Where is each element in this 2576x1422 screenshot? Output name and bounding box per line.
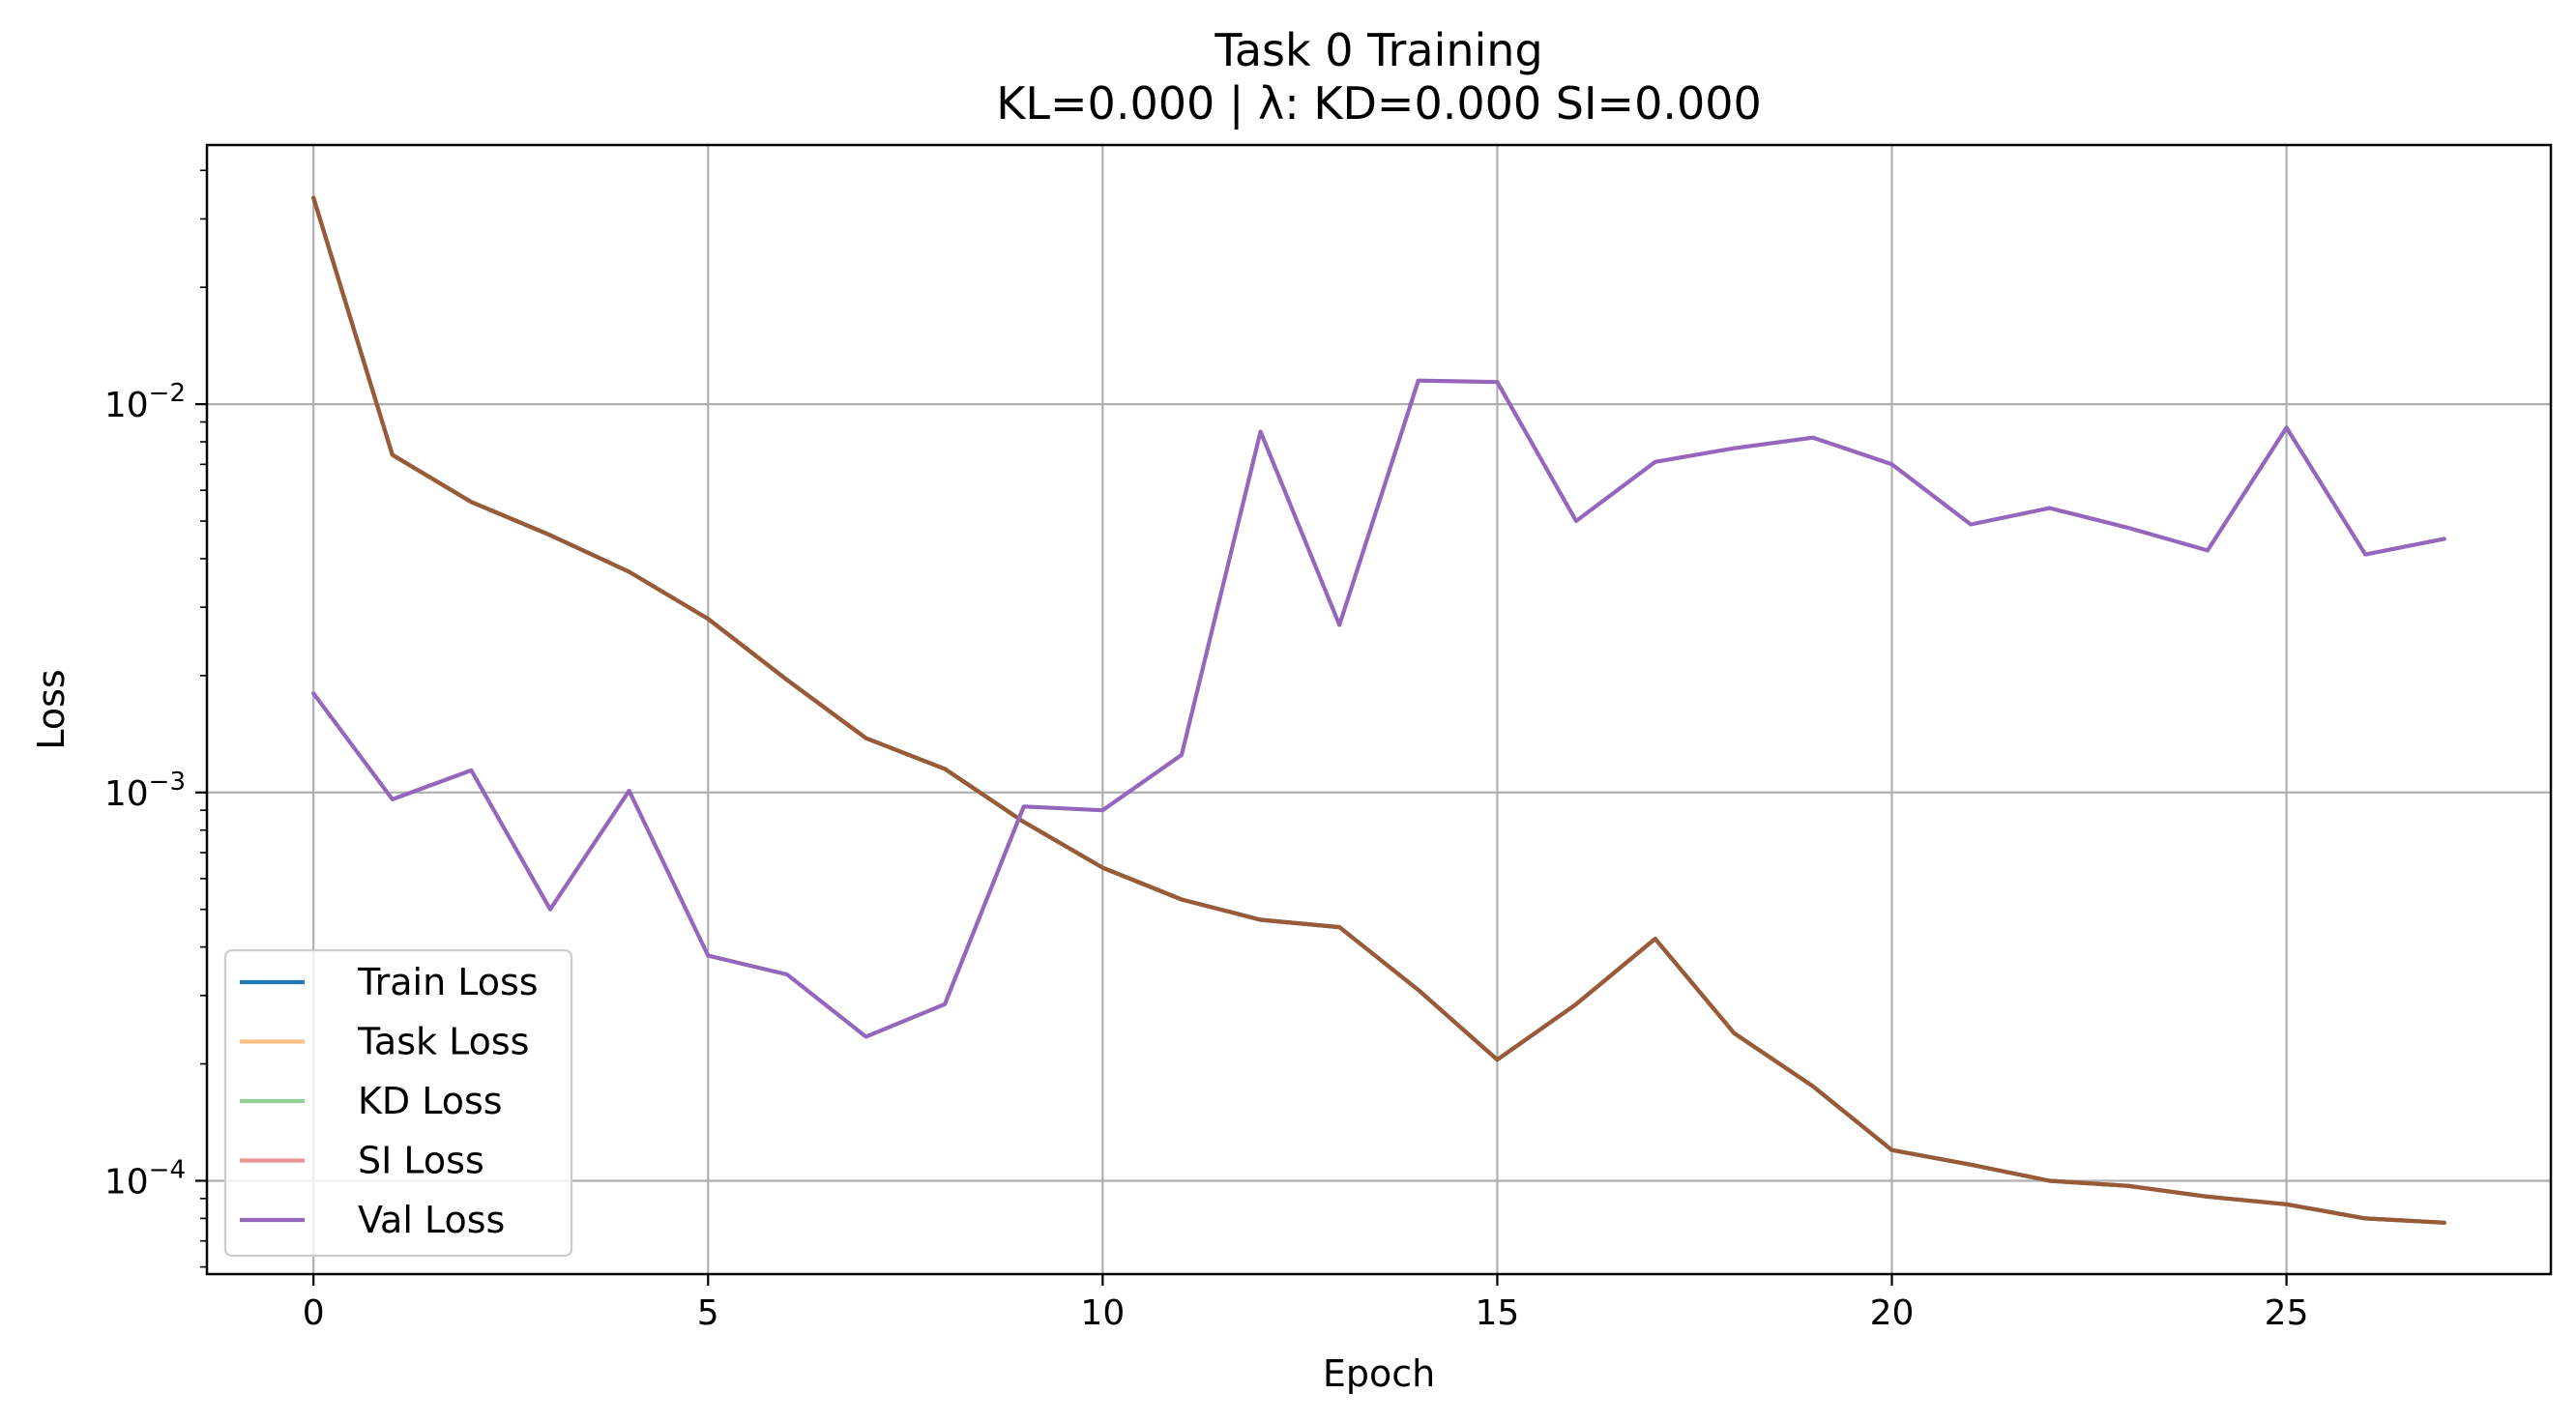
x-tick-label: 25 [2265,1293,2309,1333]
legend-label: Train Loss [357,961,539,1003]
series-line-si-loss [311,195,2446,1225]
axis-ticks: 0 5 10 15 20 25 10−4 10−3 10−2 [104,169,2309,1333]
x-tick-label: 20 [1870,1293,1915,1333]
grid [207,145,2551,1274]
x-tick-label: 10 [1080,1293,1125,1333]
legend-box [223,948,573,1258]
y-axis-label: Loss [30,669,73,749]
y-tick-label: 10−3 [104,768,186,814]
x-axis-label: Epoch [1323,1352,1435,1395]
legend-label: KD Loss [358,1080,503,1122]
y-tick-label: 10−4 [104,1155,186,1202]
x-tick-label: 0 [303,1293,325,1333]
x-tick-label: 5 [697,1293,719,1333]
legend: Train Loss Task Loss KD Loss SI Loss Val Los… [223,948,573,1258]
plot-frame [205,143,2553,1276]
chart-title: Task 0 Training [1214,24,1542,76]
chart-subtitle: KL=0.000 | λ: KD=0.000 SI=0.000 [996,77,1762,131]
series-line-val-loss [311,378,2446,1039]
legend-label: SI Loss [358,1140,484,1182]
legend-label: Val Loss [358,1199,505,1241]
x-tick-label: 15 [1476,1293,1520,1333]
series-group [311,195,2446,1225]
y-tick-label: 10−2 [104,379,186,425]
legend-label: Task Loss [357,1021,529,1063]
